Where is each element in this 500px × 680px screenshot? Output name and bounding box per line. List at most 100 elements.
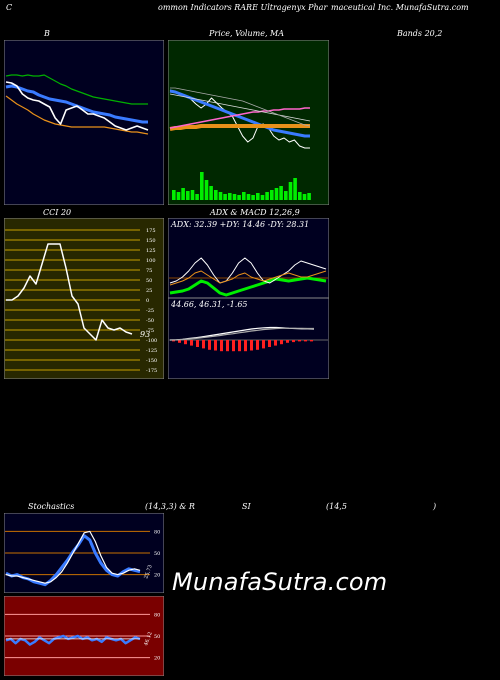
macd-hist-bar bbox=[178, 340, 181, 343]
cci-tick-label: 175 bbox=[146, 228, 156, 234]
price-ma_blue-line bbox=[169, 89, 310, 138]
stoch-d-line bbox=[5, 530, 141, 584]
price-price-line bbox=[169, 89, 310, 149]
cci-line bbox=[6, 243, 133, 341]
macd-hist-bar bbox=[250, 340, 253, 351]
rsi-rsi-line bbox=[5, 634, 141, 646]
cci-tick-label: -125 bbox=[146, 348, 157, 354]
macd-hist-bar bbox=[310, 340, 313, 342]
volume-bar bbox=[242, 192, 246, 200]
cci-tick-label: -50 bbox=[146, 318, 154, 324]
volume-bar bbox=[223, 194, 227, 200]
macd-hist-bar bbox=[220, 340, 223, 352]
macd-hist-bar bbox=[298, 340, 301, 342]
volume-bar bbox=[256, 193, 260, 200]
stoch-tick-label: 50 bbox=[154, 551, 160, 557]
adx-annotation: ADX: 32.39 +DY: 14.46 -DY: 28.31 bbox=[170, 220, 309, 229]
price-ma_white1-line bbox=[169, 93, 311, 122]
macd-annotation: 44.66, 46.31, -1.65 bbox=[170, 300, 248, 309]
header-right: maceutical Inc. MunafaSutra.com bbox=[331, 3, 469, 12]
adx-plus_di-line bbox=[169, 257, 327, 284]
stoch-title-b: (14,3,3) & R bbox=[145, 502, 195, 511]
cci-tick-label: 25 bbox=[146, 288, 152, 294]
price-ma_orange-line bbox=[169, 124, 310, 131]
macd-hist-bar bbox=[214, 340, 217, 351]
volume-bar bbox=[293, 178, 297, 200]
cci-tick-label: 50 bbox=[146, 278, 152, 284]
bollinger-price-line bbox=[5, 81, 149, 131]
stoch-title-e: ) bbox=[433, 502, 437, 511]
stoch-title-d: (14,5 bbox=[326, 502, 347, 511]
macd-hist-bar bbox=[202, 340, 205, 349]
volume-bar bbox=[288, 182, 293, 200]
volume-bar bbox=[307, 193, 311, 200]
header-middle: ommon Indicators RARE Ultragenyx Phar bbox=[158, 3, 328, 12]
macd-hist-bar bbox=[232, 340, 235, 352]
macd-hist-bar bbox=[304, 340, 307, 342]
volume-bar bbox=[246, 194, 251, 200]
macd-hist-bar bbox=[286, 340, 289, 343]
volume-bar bbox=[284, 191, 288, 200]
macd-hist-bar bbox=[196, 340, 199, 347]
bands-title: Bands 20,2 bbox=[397, 29, 443, 38]
bollinger-title: B bbox=[44, 29, 50, 38]
rsi-tick-label: 80 bbox=[154, 612, 160, 618]
price-volume-chart bbox=[168, 40, 329, 205]
stoch-tick-label: 20 bbox=[154, 573, 160, 579]
rsi-tick-label: 50 bbox=[154, 634, 160, 640]
price-volume-title: Price, Volume, MA bbox=[209, 29, 285, 38]
macd-hist-bar bbox=[172, 340, 175, 342]
adx-macd-title: ADX & MACD 12,26,9 bbox=[210, 208, 300, 217]
volume-bar bbox=[302, 194, 307, 200]
adx-adx-line bbox=[169, 276, 327, 297]
cci-tick-label: -175 bbox=[146, 368, 157, 374]
adx-minus_di-line bbox=[169, 270, 327, 286]
cci-tick-label: 150 bbox=[146, 238, 156, 244]
cci-tick-label: 125 bbox=[146, 248, 156, 254]
cci-title: CCI 20 bbox=[43, 208, 72, 217]
price-ma_pink-line bbox=[169, 107, 310, 129]
cci-tick-label: 75 bbox=[146, 268, 152, 274]
watermark: MunafaSutra.com bbox=[172, 568, 388, 596]
volume-bar bbox=[279, 186, 283, 200]
price-ma_white2-line bbox=[170, 87, 311, 127]
macd-hist-bar bbox=[280, 340, 283, 345]
volume-bar bbox=[270, 190, 274, 200]
stoch-tick-label: 80 bbox=[154, 529, 160, 535]
volume-bar bbox=[237, 195, 241, 200]
volume-bar bbox=[260, 195, 265, 200]
cci-tick-label: 0 bbox=[146, 298, 149, 304]
volume-bar bbox=[232, 194, 237, 200]
volume-bar bbox=[204, 180, 209, 200]
cci-tick-label: 100 bbox=[146, 258, 156, 264]
volume-bar bbox=[176, 192, 181, 200]
bollinger-chart bbox=[4, 40, 164, 205]
volume-bar bbox=[172, 190, 176, 200]
volume-bar bbox=[200, 172, 204, 200]
cci-tick-label: -25 bbox=[146, 308, 154, 314]
volume-bar bbox=[228, 193, 232, 200]
volume-bar bbox=[209, 186, 213, 200]
macd-hist-bar bbox=[238, 340, 241, 352]
volume-bar bbox=[265, 192, 269, 200]
macd-hist-bar bbox=[190, 340, 193, 346]
stoch-title-c: SI bbox=[242, 502, 251, 511]
macd-hist-bar bbox=[208, 340, 211, 350]
volume-bar bbox=[195, 194, 199, 200]
bollinger-upper-line bbox=[5, 74, 148, 105]
macd-hist-bar bbox=[268, 340, 271, 347]
macd-hist-bar bbox=[262, 340, 265, 349]
macd-hist-bar bbox=[292, 340, 295, 343]
cci-tick-label: -75 bbox=[146, 328, 154, 334]
macd-hist-bar bbox=[226, 340, 229, 352]
volume-bar bbox=[298, 192, 302, 200]
macd-hist-bar bbox=[244, 340, 247, 352]
volume-bar bbox=[181, 188, 185, 200]
volume-bar bbox=[190, 190, 195, 200]
cci-tick-label: -100 bbox=[146, 338, 157, 344]
stoch-title-a: Stochastics bbox=[28, 502, 75, 511]
volume-bar bbox=[214, 190, 218, 200]
rsi-chart: 80 50 20 46.12 bbox=[4, 596, 164, 676]
adx-chart: ADX: 32.39 +DY: 14.46 -DY: 28.31 bbox=[168, 218, 329, 298]
